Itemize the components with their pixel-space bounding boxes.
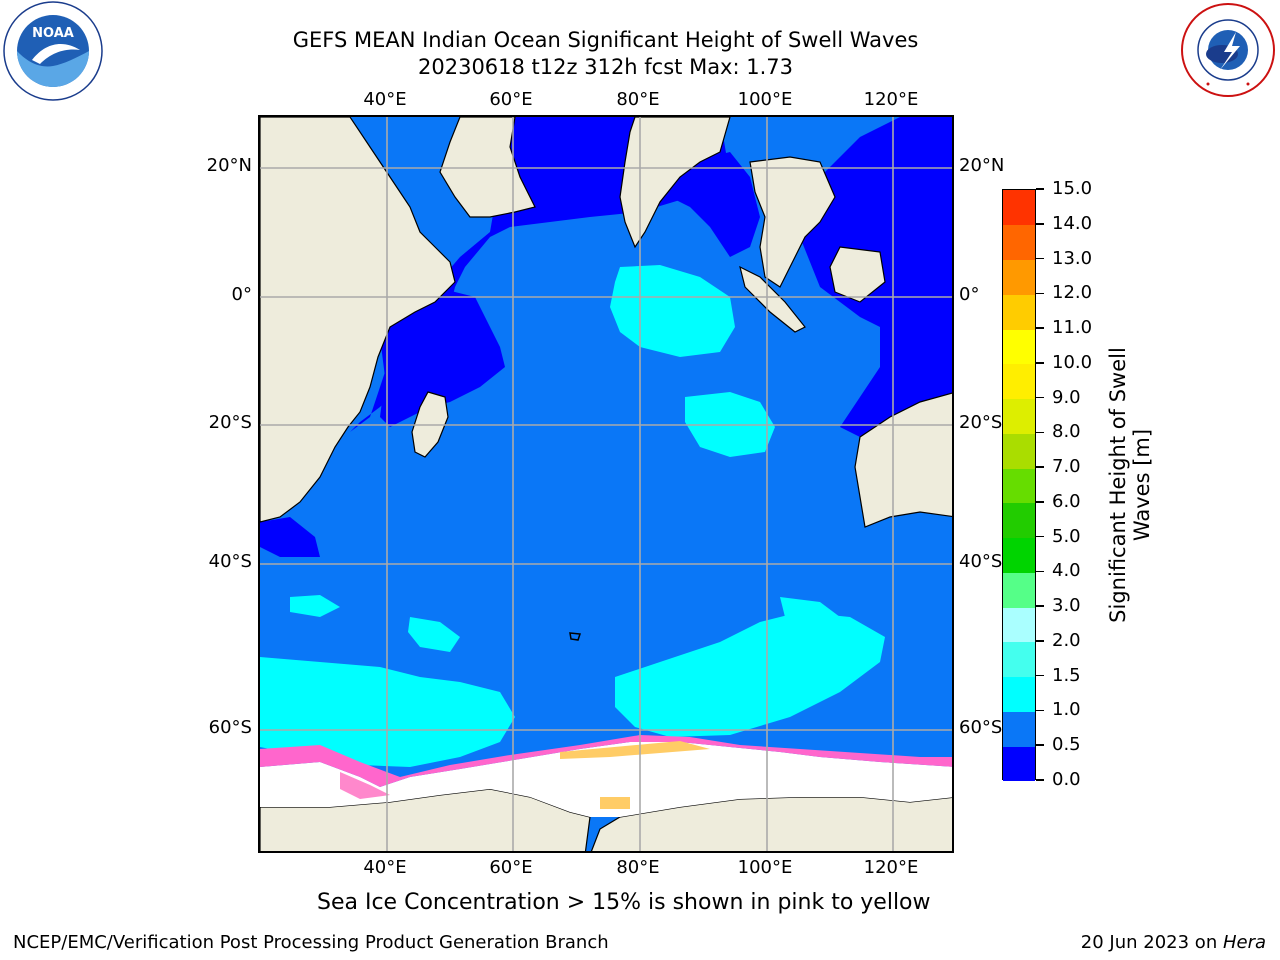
colorbar-tick-label: 10.0 [1052,351,1093,373]
colorbar-tick-label: 11.0 [1052,317,1093,339]
lon-label-bottom: 80°E [616,857,660,878]
colorbar-tick [1036,640,1044,642]
colorbar-segment [1003,537,1035,573]
colorbar-tick-label: 0.5 [1052,734,1081,756]
colorbar-title: Significant Height of Swell Waves [m] [1106,347,1154,623]
colorbar-segment [1003,190,1035,226]
kerguelen-island [569,632,582,641]
colorbar-segment [1003,329,1035,365]
colorbar-tick-label: 2.0 [1052,629,1081,651]
lat-label-left: 20°N [206,155,252,176]
colorbar-segment [1003,607,1035,643]
colorbar-tick-label: 15.0 [1052,178,1093,199]
chart-title: GEFS MEAN Indian Ocean Significant Heigh… [292,28,919,52]
colorbar-tick [1036,257,1044,260]
lat-label-right: 20°S [959,412,1003,433]
colorbar-tick [1036,188,1044,190]
lon-label-bottom: 120°E [863,857,919,878]
colorbar-segment [1003,294,1035,330]
colorbar-tick [1036,674,1044,677]
swell-height-map [260,117,952,851]
colorbar-tick [1036,223,1044,225]
land-masses [260,117,952,851]
colorbar-segment [1003,502,1035,539]
colorbar-tick-label: 7.0 [1052,456,1081,478]
lon-label-top: 40°E [363,89,407,110]
colorbar-segment [1003,433,1035,469]
lat-label-left: 0° [231,284,252,305]
colorbar-tick-label: 1.0 [1052,699,1081,721]
colorbar-tick [1036,709,1044,712]
colorbar-segment [1003,224,1035,260]
colorbar-segment [1003,398,1035,434]
colorbar-segment [1003,259,1035,295]
colorbar-tick [1036,535,1044,538]
colorbar-tick-label: 1.5 [1052,664,1081,686]
chart-subtitle: 20230618 t12z 312h fcst Max: 1.73 [418,55,793,79]
map-panel [258,115,954,853]
colorbar-tick-label: 5.0 [1052,525,1081,547]
colorbar [1002,189,1036,782]
colorbar-segment [1003,572,1035,608]
lon-label-top: 80°E [616,89,660,110]
colorbar-segment [1003,711,1035,747]
lon-label-bottom: 60°E [489,857,533,878]
lon-label-bottom: 40°E [363,857,407,878]
lat-label-right: 0° [959,284,980,305]
colorbar-tick [1036,396,1044,399]
sea-ice-note: Sea Ice Concentration > 15% is shown in … [317,890,931,915]
colorbar-segment [1003,746,1035,782]
colorbar-tick [1036,570,1044,573]
gridlines [260,117,952,851]
colorbar-tick [1036,292,1044,295]
footer-credit: NCEP/EMC/Verification Post Processing Pr… [13,932,609,953]
colorbar-tick-label: 6.0 [1052,490,1081,512]
lat-label-left: 20°S [208,412,252,433]
lon-label-top: 120°E [863,89,919,110]
colorbar-tick [1036,466,1044,468]
lat-label-right: 20°N [959,155,1005,176]
colorbar-tick [1036,744,1044,746]
colorbar-tick [1036,431,1044,434]
nws-logo [1178,2,1278,98]
colorbar-tick-label: 14.0 [1052,212,1093,234]
colorbar-segment [1003,363,1035,400]
colorbar-segment [1003,676,1035,712]
colorbar-tick-label: 4.0 [1052,560,1081,582]
colorbar-tick [1036,362,1044,364]
colorbar-tick-label: 3.0 [1052,595,1081,617]
lat-label-right: 40°S [959,551,1003,572]
colorbar-tick-label: 8.0 [1052,421,1081,443]
colorbar-segment [1003,641,1035,678]
colorbar-tick [1036,779,1044,781]
noaa-logo: NOAA [2,0,104,102]
footer-date: 20 Jun 2023 on Hera [1081,932,1266,953]
colorbar-tick [1036,501,1044,503]
colorbar-tick-label: 9.0 [1052,386,1081,408]
colorbar-tick [1036,327,1044,329]
colorbar-tick [1036,605,1044,607]
lat-label-left: 40°S [208,551,252,572]
lat-label-right: 60°S [959,717,1003,738]
footer-date-text: 20 Jun 2023 on [1080,932,1223,953]
colorbar-tick-label: 0.0 [1052,769,1081,790]
sea-ice-zones [260,735,952,817]
svg-text:NOAA: NOAA [32,26,74,41]
colorbar-tick-label: 13.0 [1052,247,1093,269]
colorbar-tick-label: 12.0 [1052,282,1093,304]
lon-label-bottom: 100°E [737,857,793,878]
footer-machine: Hera [1222,932,1266,953]
lat-label-left: 60°S [208,717,252,738]
colorbar-segment [1003,468,1035,504]
lon-label-top: 60°E [489,89,533,110]
lon-label-top: 100°E [737,89,793,110]
